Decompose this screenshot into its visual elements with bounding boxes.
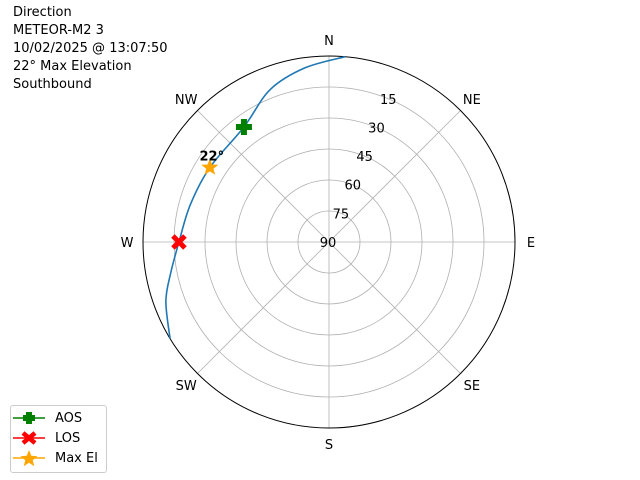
compass-label-W: W — [121, 236, 134, 251]
title-line-max-elevation: 22° Max Elevation — [13, 59, 132, 74]
los-marker-icon — [13, 431, 45, 445]
compass-label-NE: NE — [463, 93, 481, 108]
grid-spoke-SE — [328, 241, 461, 374]
title-line-satellite: METEOR-M2 3 — [13, 23, 104, 38]
compass-label-S: S — [325, 438, 333, 453]
radial-tick-label-30: 30 — [368, 121, 385, 136]
radial-tick-label-45: 45 — [356, 150, 373, 165]
title-line-direction: Direction — [13, 5, 72, 20]
satellite-track — [165, 55, 346, 339]
compass-label-NW: NW — [175, 93, 198, 108]
legend-label-aos: AOS — [55, 410, 83, 426]
aos-marker — [235, 119, 252, 136]
grid-spoke-NW — [197, 110, 330, 243]
legend-item-aos: AOS — [11, 408, 82, 428]
grid-spoke-SW — [197, 241, 330, 374]
outer-circle — [142, 55, 516, 429]
los-marker — [171, 234, 187, 250]
title-line-direction-bound: Southbound — [13, 77, 92, 92]
radial-tick-label-60: 60 — [344, 179, 361, 194]
max-el-marker-icon — [13, 450, 45, 467]
legend-label-los: LOS — [55, 430, 81, 446]
radial-tick-label-75: 75 — [333, 207, 350, 222]
radial-tick-label-90: 90 — [320, 236, 337, 251]
title-line-datetime: 10/02/2025 @ 13:07:50 — [13, 41, 168, 56]
compass-label-SW: SW — [176, 379, 197, 394]
chart-title: Direction METEOR-M2 3 10/02/2025 @ 13:07… — [13, 4, 168, 94]
legend-item-los: LOS — [11, 428, 80, 448]
compass-label-SE: SE — [464, 379, 480, 394]
compass-label-E: E — [527, 236, 535, 251]
radial-tick-label-15: 15 — [380, 93, 397, 108]
max-el-marker — [201, 158, 219, 175]
aos-marker-icon — [13, 412, 45, 424]
legend-label-max-el: Max El — [55, 450, 98, 466]
legend-item-max-el: Max El — [11, 448, 98, 468]
legend: AOS LOS Max El — [10, 405, 107, 473]
compass-label-N: N — [324, 34, 334, 49]
max-el-annotation: 22° — [200, 150, 225, 165]
grid-spoke-NE — [328, 110, 461, 243]
